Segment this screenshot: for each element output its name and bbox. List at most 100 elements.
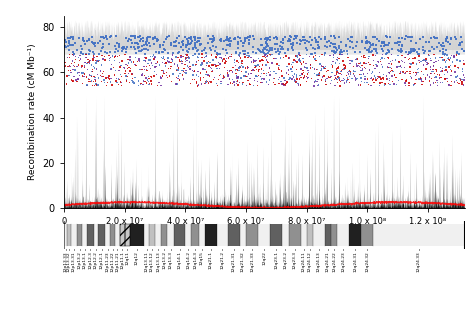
Bar	[120, 224, 125, 246]
Text: 12q24.12: 12q24.12	[308, 251, 312, 272]
Point	[210, 77, 218, 82]
Point	[209, 38, 217, 43]
Point	[94, 58, 101, 63]
Point	[279, 81, 287, 86]
Point	[168, 79, 175, 84]
Point	[182, 56, 190, 61]
Point	[410, 49, 417, 54]
Point	[378, 47, 385, 52]
Point	[184, 39, 191, 44]
Point	[128, 40, 136, 45]
Point	[97, 68, 104, 73]
Point	[105, 74, 113, 79]
Point	[262, 52, 270, 57]
Bar	[240, 224, 246, 246]
Point	[78, 47, 85, 52]
Point	[236, 80, 244, 85]
Point	[77, 56, 84, 61]
Point	[407, 62, 415, 67]
Point	[428, 44, 436, 49]
Point	[385, 81, 392, 86]
Point	[284, 47, 292, 52]
Point	[80, 74, 88, 79]
Point	[89, 56, 97, 61]
Point	[62, 44, 70, 49]
Point	[224, 82, 232, 87]
Point	[66, 55, 73, 60]
Point	[430, 63, 438, 68]
Point	[249, 67, 257, 72]
Point	[346, 68, 354, 73]
Point	[333, 66, 340, 71]
Point	[111, 49, 118, 54]
Point	[398, 49, 406, 53]
Point	[356, 61, 364, 66]
Point	[69, 42, 76, 47]
Point	[92, 58, 100, 63]
Point	[64, 64, 72, 69]
Point	[419, 58, 426, 63]
Point	[451, 70, 459, 75]
Point	[375, 81, 383, 86]
Point	[367, 76, 374, 81]
Point	[150, 54, 158, 59]
Point	[81, 65, 88, 70]
Point	[123, 45, 130, 50]
Point	[322, 82, 330, 87]
Point	[327, 41, 335, 46]
Point	[309, 65, 316, 70]
Point	[412, 77, 420, 82]
Point	[444, 69, 451, 74]
Point	[179, 68, 187, 73]
Point	[241, 52, 248, 57]
Point	[200, 75, 207, 80]
Point	[90, 53, 97, 58]
Point	[264, 43, 272, 48]
Point	[340, 67, 348, 72]
Point	[370, 80, 378, 85]
Point	[287, 66, 294, 71]
Point	[219, 46, 227, 51]
Point	[226, 54, 234, 59]
Bar	[174, 224, 185, 246]
Point	[337, 40, 345, 45]
Point	[77, 49, 84, 54]
Point	[391, 73, 398, 78]
Point	[118, 58, 126, 63]
Point	[454, 80, 461, 85]
Point	[144, 35, 151, 40]
Point	[285, 72, 292, 77]
Bar	[125, 224, 129, 246]
Point	[293, 59, 301, 64]
Point	[266, 66, 273, 71]
Point	[432, 80, 439, 85]
Point	[372, 76, 379, 81]
Point	[280, 82, 288, 87]
Point	[217, 72, 224, 77]
Point	[438, 66, 446, 71]
Point	[159, 56, 167, 61]
Point	[258, 67, 265, 72]
Point	[82, 60, 89, 65]
Point	[151, 42, 158, 47]
Point	[334, 80, 341, 85]
Point	[172, 39, 180, 44]
Point	[317, 68, 325, 73]
Point	[226, 36, 234, 41]
Point	[246, 34, 254, 39]
Point	[191, 42, 199, 47]
Point	[356, 65, 364, 70]
Point	[424, 61, 431, 66]
Point	[87, 79, 94, 84]
Point	[442, 64, 450, 69]
Bar	[77, 224, 82, 246]
Point	[118, 74, 126, 79]
Point	[71, 74, 79, 79]
Point	[397, 64, 404, 69]
Point	[235, 68, 243, 73]
Point	[411, 47, 419, 52]
Point	[418, 79, 425, 84]
Point	[290, 42, 297, 47]
Point	[262, 40, 270, 45]
Point	[234, 42, 242, 47]
